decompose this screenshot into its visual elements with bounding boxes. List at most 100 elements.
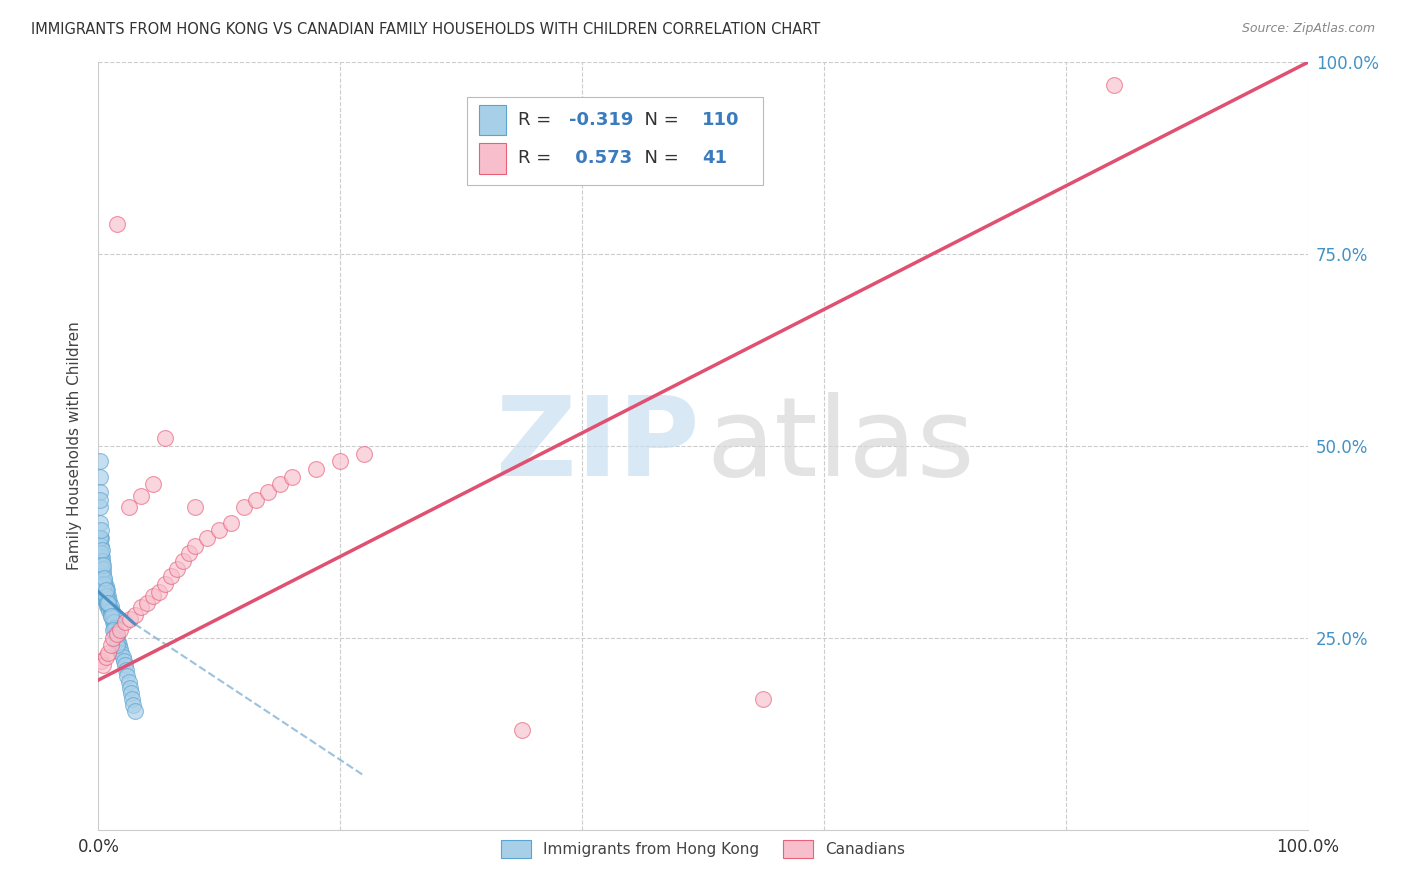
Point: [89, 516, 111, 530]
Point: [94, 594, 117, 608]
Point: [129, 600, 152, 615]
Point: [112, 654, 135, 668]
Point: [121, 692, 143, 706]
Point: [105, 627, 128, 641]
Point: [329, 454, 352, 468]
Point: [117, 669, 139, 683]
Point: [91, 542, 114, 557]
Legend: Immigrants from Hong Kong, Canadians: Immigrants from Hong Kong, Canadians: [495, 834, 911, 864]
Point: [91, 573, 114, 587]
Point: [100, 609, 122, 624]
Point: [91, 577, 114, 591]
Y-axis label: Family Households with Children: Family Households with Children: [67, 322, 83, 570]
Point: [142, 477, 165, 491]
Point: [208, 524, 231, 538]
Point: [510, 723, 533, 737]
Point: [221, 516, 243, 530]
Point: [89, 550, 111, 565]
Point: [90, 531, 112, 545]
Point: [108, 642, 131, 657]
Text: N =: N =: [633, 111, 685, 129]
Point: [89, 546, 111, 560]
Point: [91, 589, 114, 603]
Text: 41: 41: [702, 149, 727, 168]
Point: [94, 649, 117, 664]
Point: [89, 454, 111, 468]
Point: [142, 589, 165, 603]
Point: [93, 577, 115, 591]
Point: [98, 594, 121, 608]
Text: 110: 110: [702, 111, 740, 129]
Point: [115, 663, 138, 677]
Point: [89, 492, 111, 507]
Point: [91, 584, 114, 599]
Point: [97, 646, 120, 660]
Point: [160, 569, 183, 583]
Point: [97, 589, 120, 603]
Point: [93, 586, 115, 600]
Point: [98, 604, 121, 618]
Point: [184, 500, 207, 515]
Point: [118, 612, 141, 626]
Point: [90, 569, 112, 583]
Text: -0.319: -0.319: [569, 111, 633, 129]
Text: R =: R =: [517, 111, 557, 129]
Point: [179, 546, 201, 560]
Point: [91, 573, 114, 587]
Point: [118, 674, 141, 689]
Point: [91, 581, 114, 595]
Point: [89, 554, 111, 568]
Point: [103, 615, 125, 630]
Point: [172, 554, 194, 568]
Point: [91, 657, 114, 672]
Point: [93, 571, 115, 585]
Point: [89, 566, 111, 580]
FancyBboxPatch shape: [467, 97, 763, 186]
Point: [91, 584, 114, 599]
Point: [90, 589, 112, 603]
Point: [94, 583, 117, 598]
Point: [90, 581, 112, 595]
Point: [90, 573, 112, 587]
Point: [148, 584, 170, 599]
Point: [1102, 78, 1125, 93]
Point: [90, 562, 112, 576]
Point: [107, 634, 129, 648]
Point: [90, 539, 112, 553]
Point: [353, 447, 375, 461]
Point: [91, 589, 114, 603]
Point: [100, 604, 122, 618]
Point: [91, 579, 114, 593]
Point: [89, 539, 111, 553]
Point: [89, 558, 111, 572]
Bar: [479, 104, 506, 136]
Point: [100, 609, 122, 624]
Point: [89, 558, 111, 572]
Point: [108, 623, 131, 637]
Point: [110, 646, 132, 660]
Point: [90, 566, 112, 580]
Point: [118, 681, 141, 695]
Point: [129, 489, 152, 503]
Point: [90, 654, 112, 668]
Point: [91, 566, 114, 580]
Text: R =: R =: [517, 149, 557, 168]
Point: [105, 639, 128, 653]
Point: [94, 583, 117, 598]
Point: [98, 599, 121, 613]
Point: [91, 566, 114, 580]
Point: [114, 657, 136, 672]
Point: [89, 531, 111, 545]
Point: [94, 579, 117, 593]
Point: [89, 531, 111, 545]
Point: [90, 546, 112, 560]
Point: [104, 621, 127, 635]
Point: [96, 589, 118, 603]
Point: [94, 589, 117, 603]
Point: [91, 550, 114, 565]
Point: [94, 589, 117, 603]
Point: [91, 554, 114, 568]
Point: [101, 631, 124, 645]
Bar: [479, 143, 506, 174]
Point: [118, 500, 141, 515]
